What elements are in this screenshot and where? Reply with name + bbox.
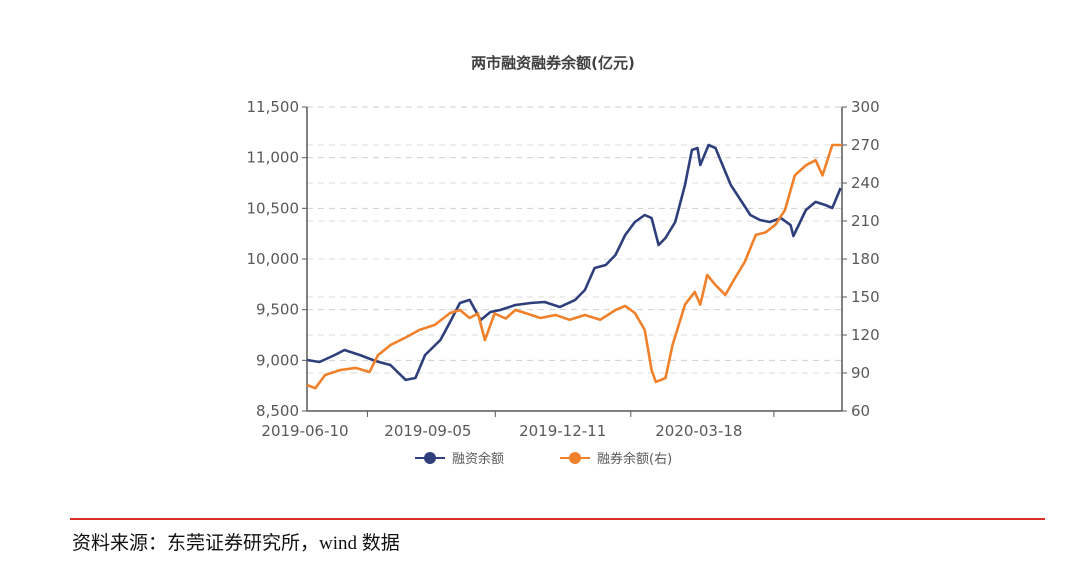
legend-item-securities-lending[interactable]: 融券余额(右) (560, 451, 672, 467)
y-right-tick-label: 270 (851, 136, 880, 154)
y-right-tick-label: 300 (851, 98, 880, 116)
y-left-tick-label: 10,000 (247, 250, 300, 268)
y-left-tick-label: 11,500 (247, 98, 300, 116)
y-left-tick-label: 9,000 (256, 351, 299, 369)
footer-divider (70, 518, 1045, 520)
source-note: 资料来源：东莞证券研究所，wind 数据 (72, 533, 400, 554)
y-right-tick-label: 180 (851, 250, 880, 268)
legend-item-margin-financing[interactable]: 融资余额 (415, 451, 504, 467)
series-line-securities-lending (306, 143, 842, 390)
x-tick-label: 2019-12-11 (519, 422, 606, 440)
y-right-tick-label: 210 (851, 212, 880, 230)
x-tick-label: 2019-06-10 (261, 422, 348, 440)
y-right-tick-label: 150 (851, 288, 880, 306)
y-left-tick-label: 9,500 (256, 301, 299, 319)
y-left-tick-label: 8,500 (256, 402, 299, 420)
legend: 融资余额 融券余额(右) (415, 451, 672, 467)
y-right-tick-label: 60 (851, 402, 870, 420)
y-right-tick-label: 90 (851, 364, 870, 382)
chart-title: 两市融资融券余额(亿元) (471, 54, 635, 72)
y-right-tick-label: 240 (851, 174, 880, 192)
legend-label-financing: 融资余额 (452, 451, 504, 467)
series-line-margin-financing (306, 143, 842, 382)
legend-marker-orange (569, 452, 581, 464)
legend-label-lending: 融券余额(右) (597, 451, 672, 467)
y-left-tick-label: 11,000 (247, 149, 300, 167)
x-tick-label: 2019-09-05 (384, 422, 471, 440)
x-tick-label: 2020-03-18 (655, 422, 742, 440)
legend-marker-navy (424, 452, 436, 464)
y-left-tick-label: 10,500 (247, 199, 300, 217)
y-right-tick-label: 120 (851, 326, 880, 344)
